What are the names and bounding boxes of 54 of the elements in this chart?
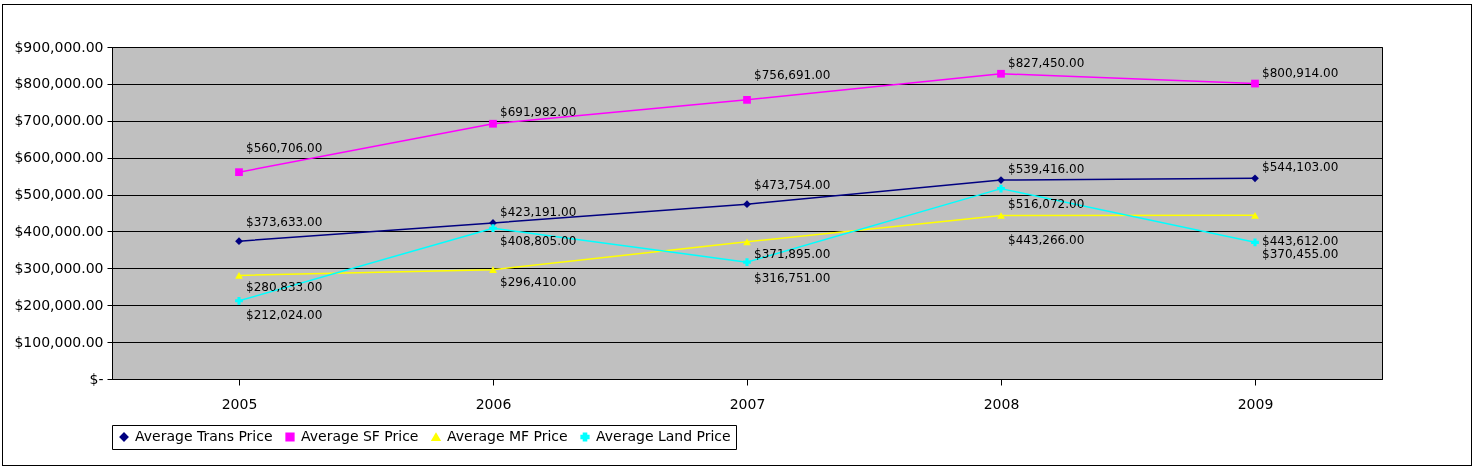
data-label: $539,416.00 bbox=[1008, 162, 1085, 177]
point bbox=[489, 119, 497, 128]
data-label: $423,191.00 bbox=[500, 204, 577, 219]
point bbox=[743, 200, 751, 209]
point bbox=[743, 238, 751, 246]
point bbox=[1251, 79, 1259, 88]
data-label: $373,633.00 bbox=[246, 215, 323, 230]
point bbox=[235, 272, 243, 279]
y-tick-label: $100,000.00 bbox=[14, 333, 104, 350]
y-tick-label: $300,000.00 bbox=[14, 259, 104, 276]
point bbox=[489, 266, 497, 274]
legend-label: Average Land Price bbox=[596, 428, 731, 444]
point bbox=[1251, 174, 1259, 183]
data-label: $443,612.00 bbox=[1262, 234, 1339, 249]
x-tick-label: 2008 bbox=[983, 395, 1020, 412]
y-tick-label: $500,000.00 bbox=[14, 186, 104, 203]
y-tick-label: $600,000.00 bbox=[14, 149, 104, 166]
point bbox=[235, 296, 243, 305]
data-label: $756,691.00 bbox=[754, 67, 831, 82]
legend-label: Average MF Price bbox=[447, 428, 568, 444]
x-tick-label: 2005 bbox=[221, 395, 258, 412]
data-label: $800,914.00 bbox=[1262, 65, 1339, 80]
x-tick-label: 2007 bbox=[729, 395, 766, 412]
point bbox=[1251, 212, 1259, 219]
y-tick-label: $800,000.00 bbox=[14, 75, 104, 92]
data-label: $560,706.00 bbox=[246, 141, 323, 156]
data-label: $691,982.00 bbox=[500, 104, 577, 119]
point bbox=[743, 95, 751, 104]
legend-label: Average SF Price bbox=[301, 428, 419, 444]
x-tick-label: 2009 bbox=[1237, 395, 1274, 412]
data-label: $827,450.00 bbox=[1008, 55, 1085, 70]
y-tick-label: $400,000.00 bbox=[14, 222, 104, 239]
point bbox=[743, 258, 751, 267]
point bbox=[235, 237, 243, 246]
data-label: $316,751.00 bbox=[754, 271, 831, 286]
point bbox=[1251, 238, 1259, 247]
data-label: $443,266.00 bbox=[1008, 233, 1085, 248]
point bbox=[489, 224, 497, 233]
point bbox=[997, 212, 1005, 219]
data-label: $473,754.00 bbox=[754, 178, 831, 193]
x-tick-label: 2006 bbox=[475, 395, 512, 412]
y-tick-label: $200,000.00 bbox=[14, 296, 104, 313]
y-tick-label: $700,000.00 bbox=[14, 112, 104, 129]
data-label: $212,024.00 bbox=[246, 307, 323, 322]
y-tick-label: $- bbox=[89, 370, 104, 387]
data-label: $544,103.00 bbox=[1262, 160, 1339, 175]
data-label: $296,410.00 bbox=[500, 274, 577, 289]
legend-label: Average Trans Price bbox=[135, 428, 273, 444]
y-tick-label: $900,000.00 bbox=[14, 38, 104, 55]
data-label: $408,805.00 bbox=[500, 234, 577, 249]
point bbox=[997, 184, 1005, 193]
point bbox=[235, 168, 243, 177]
data-label: $370,455.00 bbox=[1262, 247, 1339, 262]
point bbox=[997, 69, 1005, 78]
